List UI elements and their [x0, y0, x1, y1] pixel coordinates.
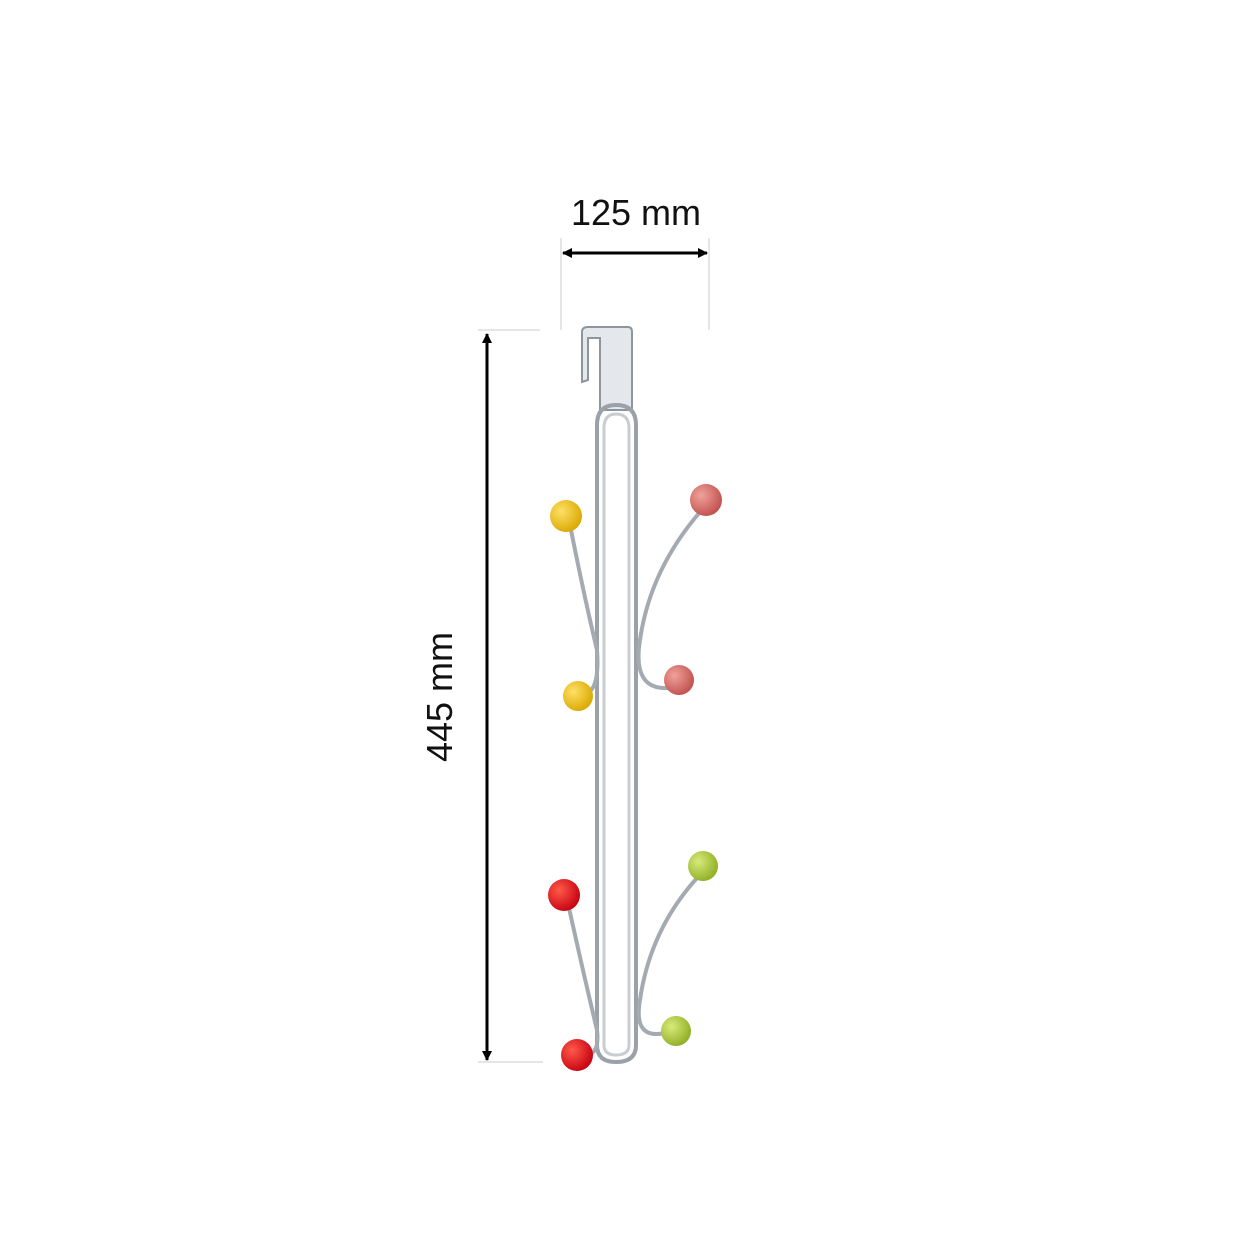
- width-label: 125 mm: [571, 192, 701, 233]
- knob-pink-top: [690, 484, 722, 516]
- hook-arms: [567, 510, 702, 1057]
- knob-green-bottom: [661, 1016, 691, 1046]
- knob-pink-bottom: [664, 665, 694, 695]
- width-dimension: 125 mm: [560, 192, 710, 330]
- height-label: 445 mm: [419, 632, 460, 762]
- frame-wire: [595, 402, 638, 1065]
- knob-red-top: [548, 879, 580, 911]
- door-bracket: [581, 326, 633, 411]
- knob-yellow-bottom: [563, 681, 593, 711]
- height-dimension: 445 mm: [419, 329, 543, 1063]
- knob-red-bottom: [561, 1039, 593, 1071]
- coat-hook-rack: [548, 326, 722, 1071]
- knob-green-top: [688, 851, 718, 881]
- knob-yellow-top: [550, 500, 582, 532]
